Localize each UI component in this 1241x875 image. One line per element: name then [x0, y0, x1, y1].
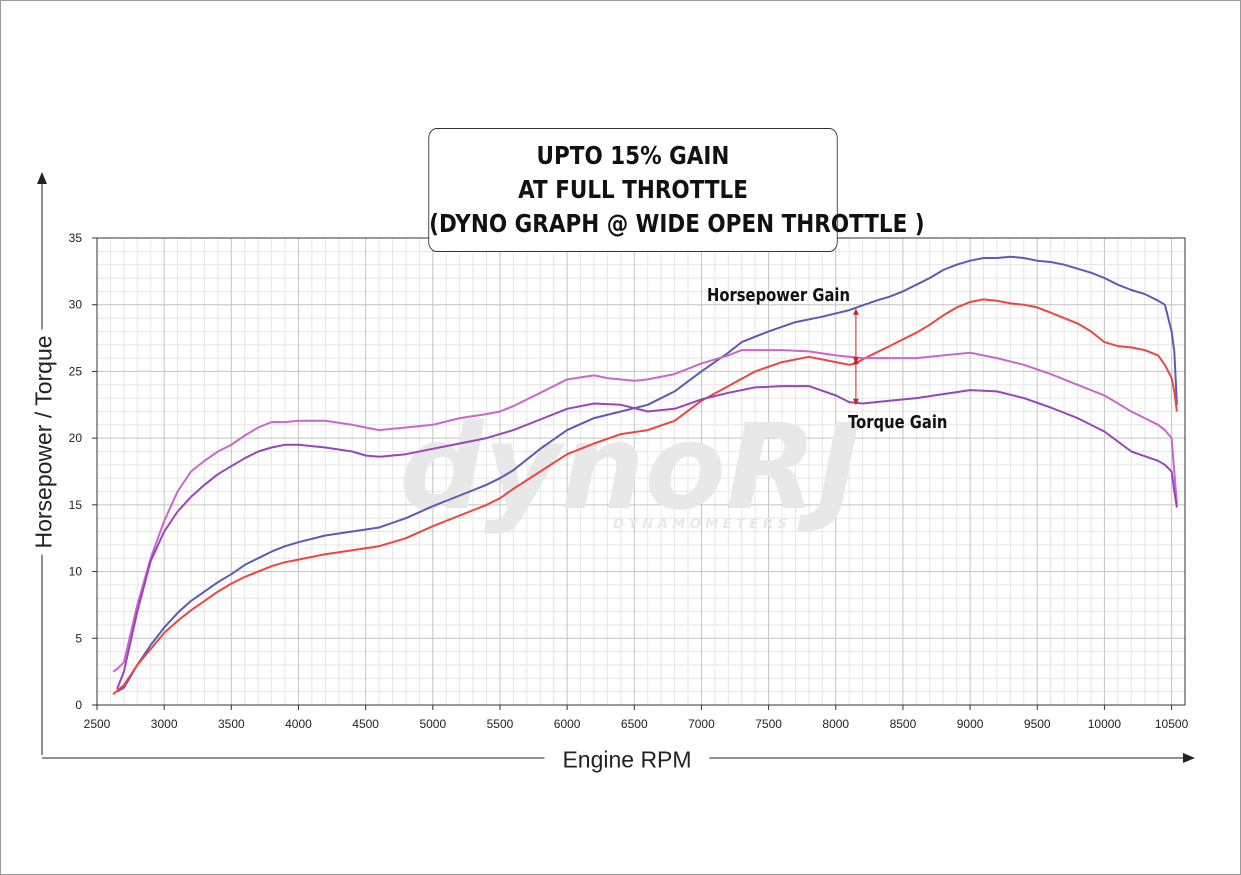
- x-tick-label: 7500: [755, 717, 782, 731]
- x-axis-arrowhead: [1183, 753, 1195, 763]
- chart-title-box: UPTO 15% GAIN AT FULL THROTTLE (DYNO GRA…: [428, 128, 925, 252]
- x-tick-label: 9500: [1024, 717, 1051, 731]
- y-axis-arrowhead: [37, 172, 47, 184]
- x-tick-label: 4000: [285, 717, 312, 731]
- series-line-3: [112, 349, 1178, 673]
- title-line-3: (DYNO GRAPH @ WIDE OPEN THROTTLE ): [429, 209, 925, 238]
- x-tick-label: 10000: [1088, 717, 1122, 731]
- watermark-logo: dynoRJ: [399, 398, 860, 536]
- x-tick-label: 10500: [1155, 717, 1189, 731]
- y-tick-label: 15: [69, 498, 83, 512]
- minor-grid: [97, 238, 1185, 705]
- x-tick-label: 5500: [487, 717, 514, 731]
- x-tick-label: 3500: [218, 717, 245, 731]
- x-tick-label: 8000: [822, 717, 849, 731]
- torque-gain-arrow-head-bottom: [852, 398, 859, 405]
- x-tick-label: 7000: [688, 717, 715, 731]
- x-tick-label: 9000: [957, 717, 984, 731]
- horsepower-gain-arrow-head-top: [852, 308, 859, 315]
- y-tick-label: 10: [69, 565, 83, 579]
- y-axis-label: Horsepower / Torque: [30, 329, 58, 555]
- dynorj-watermark: dynoRJ D Y N A M O M E T E R S: [399, 398, 860, 536]
- series-lines: [112, 255, 1178, 696]
- x-tick-label: 5000: [419, 717, 446, 731]
- series-line-4: [116, 385, 1178, 690]
- y-axis-ticks: 0 5 10 15 20 25 30 35: [69, 231, 97, 712]
- horsepower-gain-label: Horsepower Gain: [707, 285, 850, 306]
- gain-arrows: [852, 308, 859, 405]
- y-tick-label: 30: [69, 298, 83, 312]
- series-line-2: [112, 298, 1178, 696]
- title-line-2: AT FULL THROTTLE: [518, 175, 748, 204]
- y-tick-label: 20: [69, 431, 83, 445]
- x-tick-label: 4500: [352, 717, 379, 731]
- y-tick-label: 25: [69, 364, 83, 378]
- torque-gain-arrow-head-top: [852, 358, 859, 365]
- y-tick-label: 0: [75, 698, 82, 712]
- series-line-1: [116, 255, 1178, 693]
- torque-gain-label: Torque Gain: [848, 412, 948, 433]
- title-line-1: UPTO 15% GAIN: [536, 141, 730, 170]
- watermark-subtext: D Y N A M O M E T E R S: [613, 517, 787, 532]
- x-tick-label: 2500: [84, 717, 111, 731]
- x-tick-label: 3000: [151, 717, 178, 731]
- x-axis-ticks: 2500 3000 3500 4000 4500 5000 5500 6000 6500 7000…: [84, 705, 1189, 731]
- y-tick-label: 35: [69, 231, 83, 245]
- x-tick-label: 6500: [621, 717, 648, 731]
- x-axis-label: Engine RPM: [544, 746, 710, 774]
- x-tick-label: 8500: [890, 717, 917, 731]
- x-tick-label: 6000: [554, 717, 581, 731]
- y-tick-label: 5: [75, 631, 82, 645]
